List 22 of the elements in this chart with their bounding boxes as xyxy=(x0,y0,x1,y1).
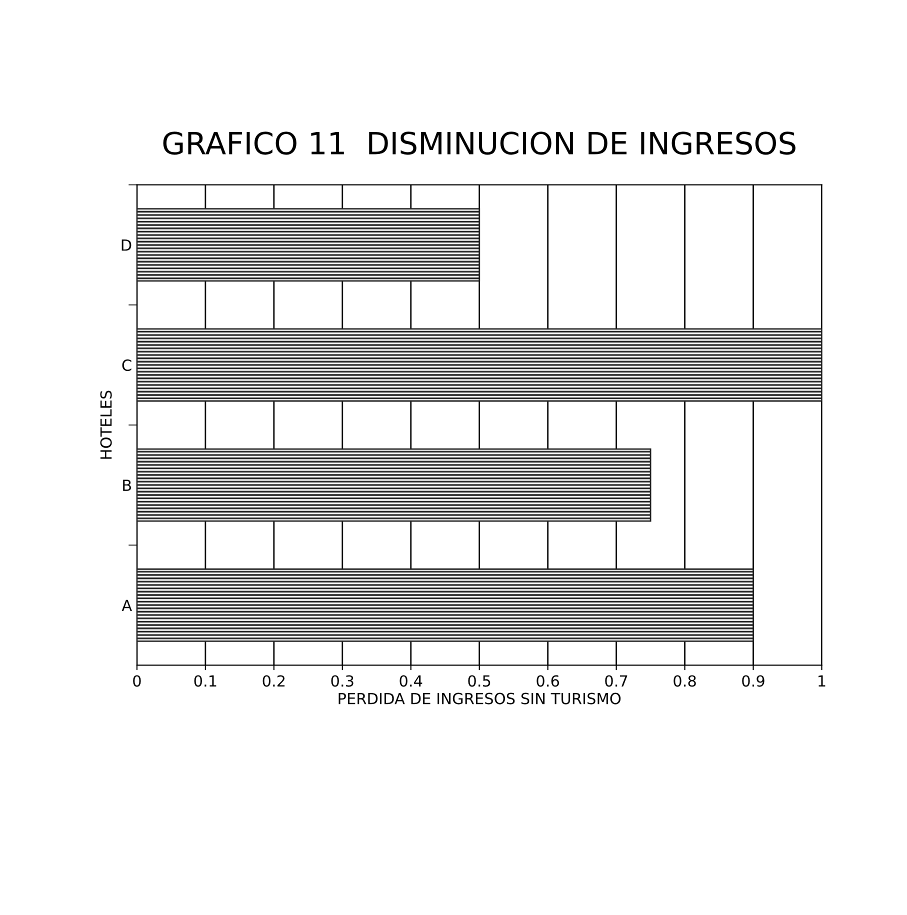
bar xyxy=(136,568,754,642)
x-axis-title: PERDIDA DE INGRESOS SIN TURISMO xyxy=(338,692,621,704)
x-tick-label: 0.5 xyxy=(468,675,490,687)
bar xyxy=(136,448,652,522)
x-tick-label: 0.2 xyxy=(262,675,285,687)
x-tick-label: 0.6 xyxy=(536,675,560,687)
x-tick-label: 0.7 xyxy=(605,675,628,687)
chart-title: GRAFICO 11 DISMINUCION DE INGRESOS xyxy=(163,132,796,155)
y-tick-label: C xyxy=(122,359,132,371)
x-tick-label: 0.3 xyxy=(331,675,354,687)
y-axis-title: HOTELES xyxy=(100,390,112,459)
y-tick-label: B xyxy=(123,480,132,491)
x-tick-label: 0.9 xyxy=(742,675,764,687)
x-tick-label: 0.4 xyxy=(400,675,422,687)
y-tick-label: D xyxy=(122,240,132,251)
x-tick-label: 0.1 xyxy=(194,675,216,687)
bar xyxy=(136,208,480,282)
x-tick-label: 0.8 xyxy=(674,675,696,687)
bar xyxy=(136,328,822,402)
x-tick-label: 0 xyxy=(133,675,141,687)
x-tick-label: 1 xyxy=(818,675,826,687)
y-tick-label: A xyxy=(122,600,132,611)
